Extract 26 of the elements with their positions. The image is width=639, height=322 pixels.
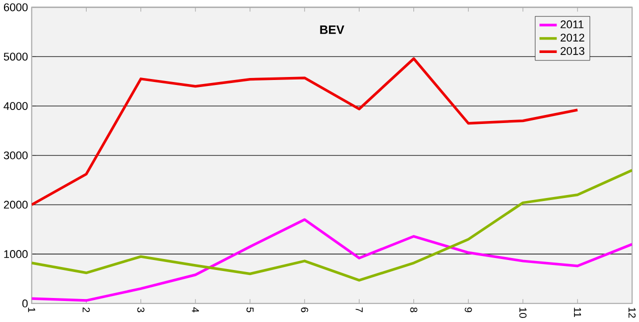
y-tick-label: 0 <box>22 300 28 308</box>
x-tick-label: 6 <box>301 308 308 312</box>
y-tick-label: 6000 <box>4 4 28 12</box>
line-series <box>32 169 632 282</box>
text: BEV <box>320 26 344 34</box>
x-tick-label: 5 <box>246 308 254 312</box>
x-tick-label: 7 <box>356 308 363 312</box>
x-tick-label: 1 <box>28 308 36 312</box>
x-tick-label: 10 <box>519 308 527 318</box>
x-tick-label: 11 <box>574 308 581 318</box>
legend-label: 2012 <box>560 34 584 42</box>
legend-label: 2013 <box>560 47 584 56</box>
x-tick-label: 3 <box>137 308 144 312</box>
x-tick-label: 4 <box>192 307 199 313</box>
legend-label: 2011 <box>560 20 584 28</box>
y-tick-label: 4000 <box>4 102 28 110</box>
x-tick-label: 9 <box>464 308 472 312</box>
line-series <box>32 218 632 302</box>
x-tick-label: 12 <box>628 308 636 318</box>
y-tick-label: 2000 <box>4 200 28 209</box>
x-tick-label: 8 <box>410 308 418 312</box>
y-tick-label: 5000 <box>4 52 28 61</box>
x-tick-label: 2 <box>82 308 90 312</box>
y-tick-label: 3000 <box>4 152 28 160</box>
line-series <box>32 58 579 206</box>
y-tick-label: 1000 <box>4 250 28 258</box>
